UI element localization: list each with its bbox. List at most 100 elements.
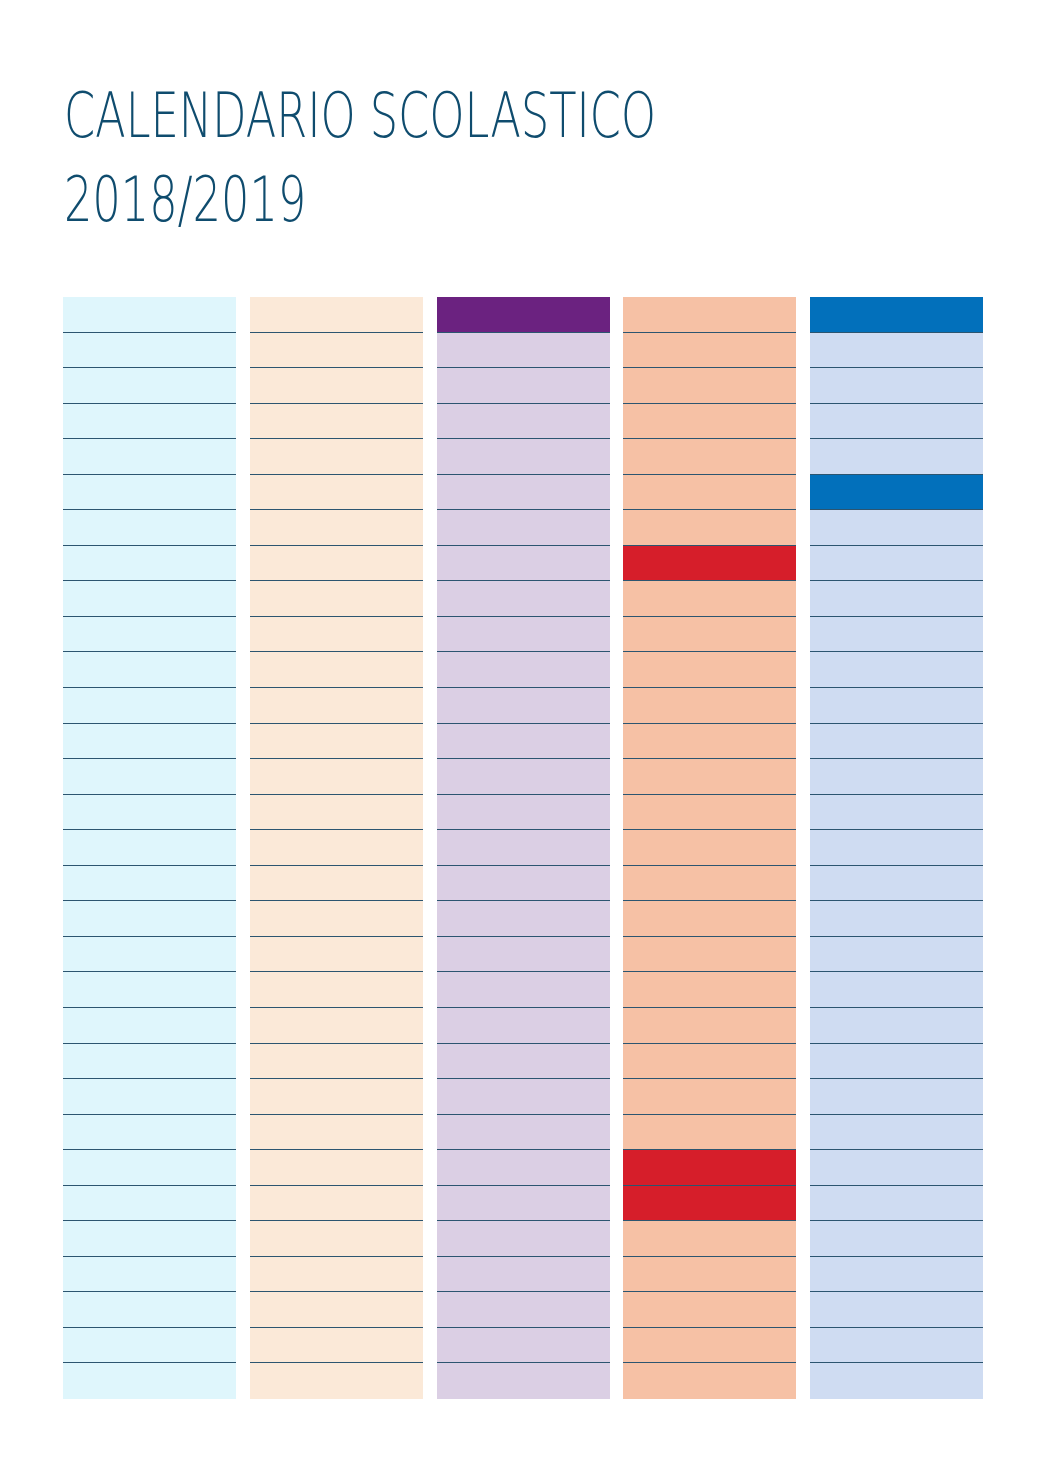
day-cell — [63, 1008, 236, 1044]
day-cell — [623, 830, 796, 866]
day-cell — [810, 510, 983, 546]
day-cell — [810, 724, 983, 760]
day-cell — [250, 581, 423, 617]
day-cell — [63, 688, 236, 724]
day-cell — [810, 1008, 983, 1044]
day-cell — [250, 1292, 423, 1328]
day-cell — [63, 724, 236, 760]
day-cell — [63, 297, 236, 333]
day-cell — [810, 759, 983, 795]
month-column-3 — [437, 297, 610, 1399]
day-cell — [810, 688, 983, 724]
day-cell — [437, 652, 610, 688]
day-cell — [63, 1292, 236, 1328]
day-cell — [623, 1221, 796, 1257]
day-cell — [810, 795, 983, 831]
day-cell — [623, 617, 796, 653]
day-cell — [63, 795, 236, 831]
day-cell — [810, 972, 983, 1008]
day-cell — [250, 1221, 423, 1257]
day-cell — [63, 368, 236, 404]
day-cell — [623, 1257, 796, 1293]
day-cell-highlighted — [810, 475, 983, 511]
day-cell — [810, 1044, 983, 1080]
day-cell — [437, 510, 610, 546]
day-cell — [623, 404, 796, 440]
day-cell — [437, 830, 610, 866]
day-cell — [437, 1044, 610, 1080]
day-cell — [623, 937, 796, 973]
day-cell — [63, 1221, 236, 1257]
day-cell — [437, 1221, 610, 1257]
day-cell — [437, 688, 610, 724]
day-cell — [250, 901, 423, 937]
day-cell — [437, 1328, 610, 1364]
day-cell — [63, 475, 236, 511]
day-cell — [623, 688, 796, 724]
day-cell — [63, 581, 236, 617]
day-cell — [623, 795, 796, 831]
day-cell — [437, 368, 610, 404]
day-cell — [810, 1363, 983, 1399]
month-column-1 — [63, 297, 236, 1399]
day-cell — [810, 617, 983, 653]
day-cell — [250, 1186, 423, 1222]
day-cell — [810, 866, 983, 902]
day-cell — [250, 510, 423, 546]
day-cell — [63, 404, 236, 440]
day-cell — [623, 652, 796, 688]
day-cell — [250, 297, 423, 333]
day-cell — [250, 1079, 423, 1115]
day-cell — [63, 1328, 236, 1364]
day-cell — [623, 866, 796, 902]
day-cell — [623, 475, 796, 511]
day-cell-highlighted — [623, 546, 796, 582]
day-cell — [810, 1257, 983, 1293]
day-cell — [250, 1008, 423, 1044]
day-cell — [250, 830, 423, 866]
day-cell — [63, 1115, 236, 1151]
day-cell — [810, 546, 983, 582]
day-cell — [810, 1328, 983, 1364]
day-cell — [623, 1044, 796, 1080]
day-cell — [250, 617, 423, 653]
day-cell — [250, 475, 423, 511]
day-cell — [250, 368, 423, 404]
day-cell — [437, 546, 610, 582]
day-cell — [63, 972, 236, 1008]
day-cell — [623, 368, 796, 404]
day-cell — [810, 1221, 983, 1257]
day-cell-highlighted — [623, 1186, 796, 1222]
day-cell — [437, 759, 610, 795]
title-line-2: 2018/2019 — [64, 158, 656, 242]
day-cell — [250, 1115, 423, 1151]
day-cell — [623, 972, 796, 1008]
day-cell — [63, 830, 236, 866]
day-cell — [63, 1079, 236, 1115]
day-cell — [810, 368, 983, 404]
day-cell — [250, 1363, 423, 1399]
day-cell — [63, 866, 236, 902]
day-cell — [250, 1328, 423, 1364]
day-cell — [250, 724, 423, 760]
day-cell-highlighted — [437, 297, 610, 333]
day-cell — [810, 581, 983, 617]
day-cell — [437, 795, 610, 831]
day-cell — [63, 759, 236, 795]
month-column-5 — [810, 297, 983, 1399]
day-cell — [810, 1079, 983, 1115]
day-cell — [623, 510, 796, 546]
day-cell — [63, 937, 236, 973]
day-cell — [250, 546, 423, 582]
day-cell — [63, 510, 236, 546]
day-cell — [437, 1363, 610, 1399]
day-cell — [623, 724, 796, 760]
day-cell — [63, 439, 236, 475]
day-cell — [437, 333, 610, 369]
day-cell — [437, 937, 610, 973]
day-cell — [437, 439, 610, 475]
day-cell — [810, 333, 983, 369]
day-cell — [810, 830, 983, 866]
day-cell — [810, 1150, 983, 1186]
day-cell — [437, 581, 610, 617]
